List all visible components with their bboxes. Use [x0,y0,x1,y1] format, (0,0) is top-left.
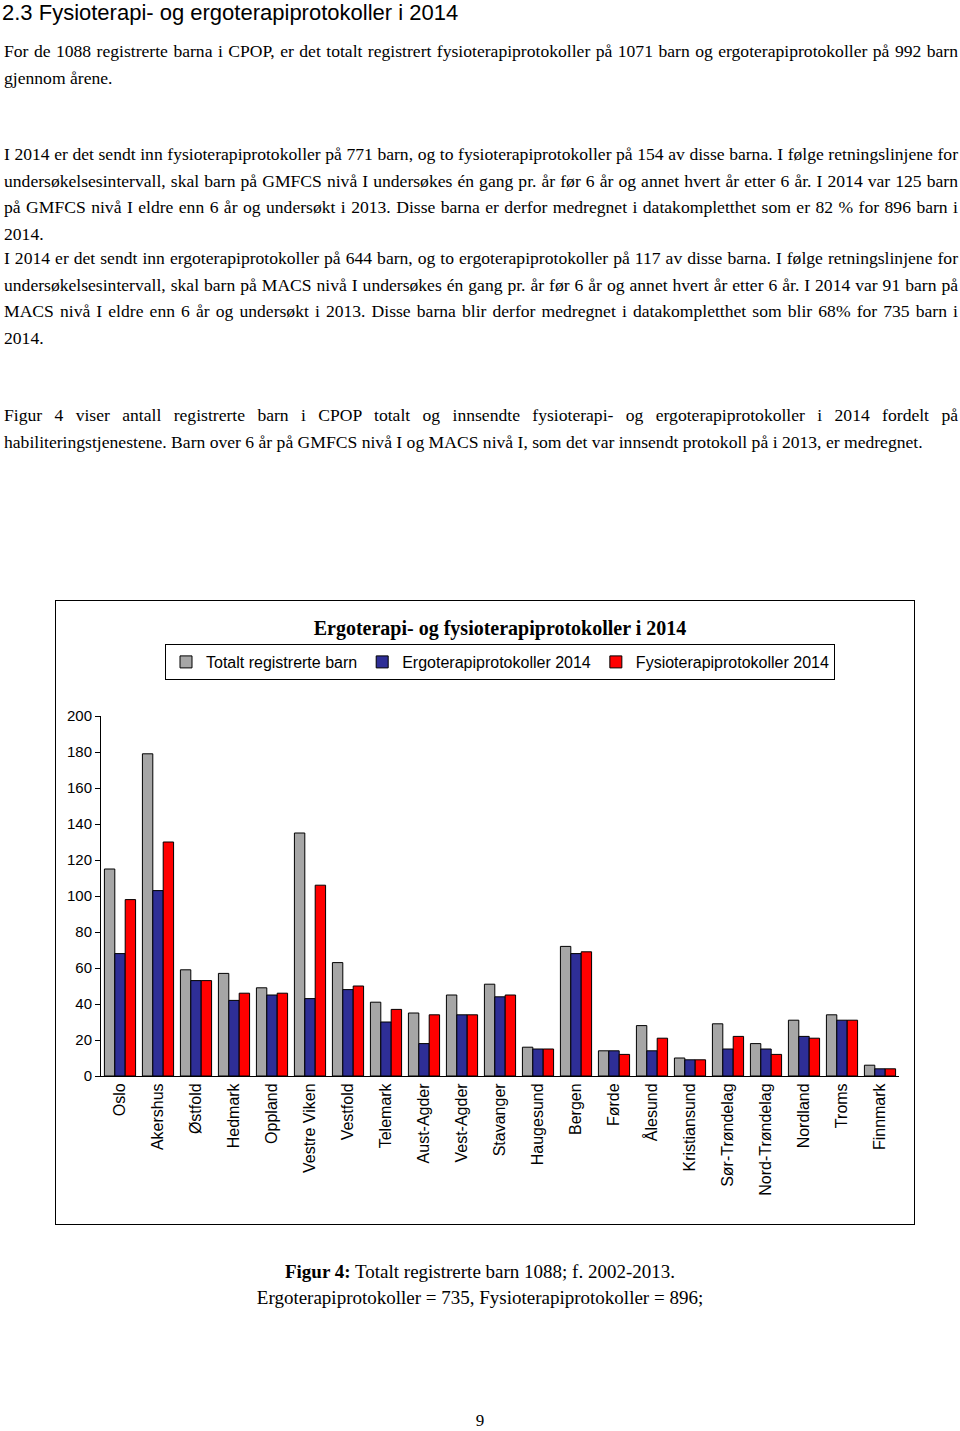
svg-text:Vest-Agder: Vest-Agder [453,1083,470,1163]
html-text:2.3 Fysioterapi- og ergoterapi: 2.3 Fysioterapi- og ergoterapiprotokolle… [2,0,459,25]
html-text:I 2014 er det sendt inn ergote: I 2014 er det sendt inn ergoterapiprotok… [4,248,958,348]
svg-text:120: 120 [67,851,92,868]
svg-text:Sør-Trøndelag: Sør-Trøndelag [719,1083,736,1186]
svg-text:200: 200 [67,707,92,724]
svg-text:80: 80 [75,923,92,940]
svg-text:160: 160 [67,779,92,796]
svg-text:0: 0 [84,1067,92,1084]
svg-text:Hedmark: Hedmark [225,1082,242,1148]
svg-text:Aust-Agder: Aust-Agder [415,1083,432,1164]
html-text:For de 1088 registrerte barna: For de 1088 registrerte barna i CPOP, er… [4,41,958,88]
svg-text:100: 100 [67,887,92,904]
html-text:Ergoterapiprotokoller = 735, F: Ergoterapiprotokoller = 735, Fysioterapi… [256,1287,704,1308]
svg-text:Vestre Viken: Vestre Viken [301,1083,318,1173]
svg-text:140: 140 [67,815,92,832]
svg-text:Nord-Trøndelag: Nord-Trøndelag [757,1083,774,1195]
svg-text:Stavanger: Stavanger [491,1083,508,1157]
svg-text:Nordland: Nordland [795,1083,812,1148]
svg-text:Haugesund: Haugesund [529,1083,546,1165]
svg-text:40: 40 [75,995,92,1012]
svg-text:Førde: Førde [605,1083,622,1126]
svg-text:Akershus: Akershus [149,1083,166,1150]
svg-text:Ergoterapiprotokoller 2014: Ergoterapiprotokoller 2014 [402,654,591,671]
svg-text:Totalt registrerte barn: Totalt registrerte barn [206,654,357,671]
svg-text:Troms: Troms [833,1083,850,1128]
svg-text:Fysioterapiprotokoller 2014: Fysioterapiprotokoller 2014 [636,654,829,671]
svg-text:Kristiansund: Kristiansund [681,1083,698,1171]
svg-text:Østfold: Østfold [187,1083,204,1134]
svg-text:Bergen: Bergen [567,1083,584,1135]
svg-text:20: 20 [75,1031,92,1048]
svg-text:Finnmark: Finnmark [871,1082,888,1150]
svg-text:Telemark: Telemark [377,1082,394,1148]
svg-text:Ålesund: Ålesund [642,1083,660,1141]
html-text:Figur 4 viser antall registrer: Figur 4 viser antall registrerte barn i … [4,405,958,452]
svg-text:Oppland: Oppland [263,1083,280,1143]
html-text:9: 9 [475,1411,485,1430]
svg-text:180: 180 [67,743,92,760]
svg-text:Vestfold: Vestfold [339,1083,356,1140]
svg-text:Oslo: Oslo [111,1083,128,1116]
html-text:Figur 4: Totalt registrerte ba: Figur 4: Totalt registrerte barn 1088; f… [285,1261,675,1282]
svg-text:60: 60 [75,959,92,976]
svg-text:Ergoterapi- og fysioterapiprot: Ergoterapi- og fysioterapiprotokoller i … [314,617,687,640]
html-text:I 2014 er det sendt inn fysiot: I 2014 er det sendt inn fysioterapiproto… [4,144,958,244]
